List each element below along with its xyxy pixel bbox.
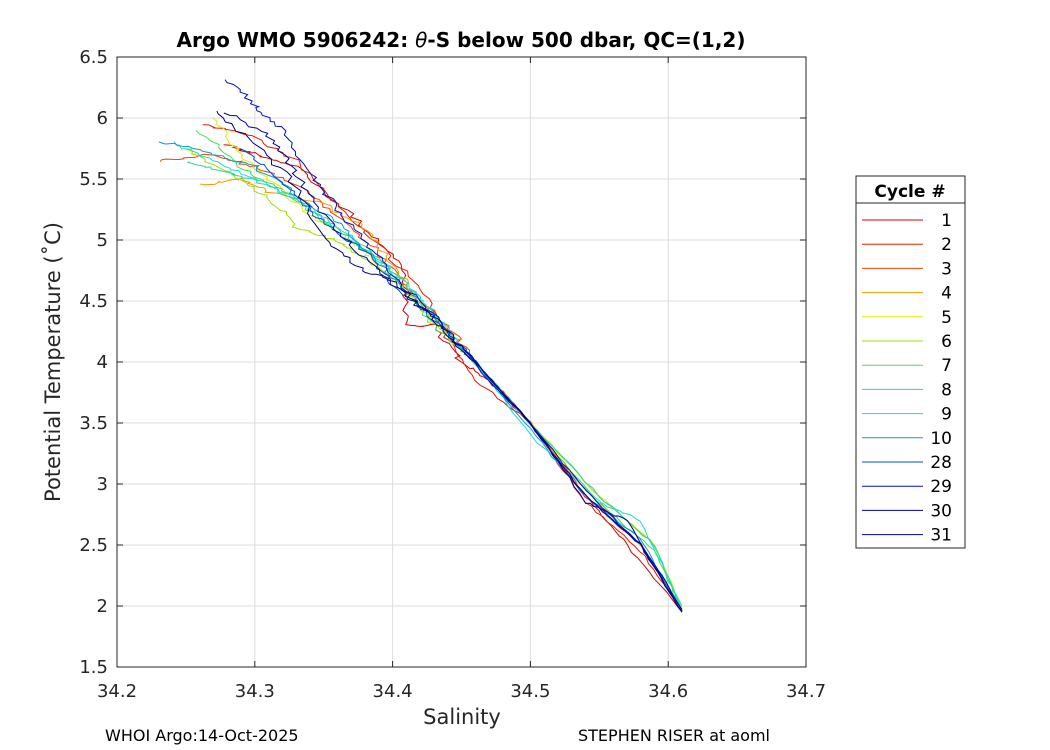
legend-label-cycle-1: 1: [941, 211, 952, 231]
y-tick-label: 6: [97, 108, 108, 129]
legend-label-cycle-31: 31: [930, 526, 952, 546]
legend-label-cycle-8: 8: [941, 380, 952, 400]
x-tick-label: 34.4: [373, 681, 413, 702]
legend-label-cycle-5: 5: [941, 308, 952, 328]
y-tick-label: 4: [97, 352, 108, 373]
legend-label-cycle-3: 3: [941, 259, 952, 279]
y-axis-label: Potential Temperature (˚C): [41, 222, 65, 502]
legend-label-cycle-30: 30: [930, 501, 952, 521]
footer-right: STEPHEN RISER at aoml: [578, 726, 770, 745]
legend-label-cycle-7: 7: [941, 356, 952, 376]
legend-label-cycle-29: 29: [930, 477, 952, 497]
title-theta-symbol: θ: [415, 28, 427, 52]
legend-label-cycle-28: 28: [930, 453, 952, 473]
x-tick-label: 34.6: [648, 681, 688, 702]
figure: 34.2 34.3 34.4 34.5 34.6 34.7 1.5 2 2.5 3 3.5 4 4.5…: [0, 0, 1050, 750]
title-part-2: -S below 500 dbar, QC=(1,2): [427, 28, 745, 52]
legend-label-cycle-9: 9: [941, 405, 952, 425]
y-tick-label: 5: [97, 230, 108, 251]
x-axis-label: Salinity: [423, 705, 501, 729]
y-tick-label: 2: [97, 596, 108, 617]
legend-title: Cycle #: [874, 182, 945, 202]
legend: Cycle # 1 2 3 4 5 6 7 8 9 10 28 29 30 31: [856, 176, 965, 548]
y-tick-label: 4.5: [79, 291, 108, 312]
y-tick-label: 3: [97, 474, 108, 495]
y-tick-label: 1.5: [79, 657, 108, 678]
y-tick-label: 6.5: [79, 47, 108, 68]
legend-label-cycle-10: 10: [930, 429, 952, 449]
legend-label-cycle-4: 4: [941, 284, 952, 304]
title-part-1: Argo WMO 5906242:: [177, 28, 416, 52]
legend-label-cycle-6: 6: [941, 332, 952, 352]
y-tick-label: 5.5: [79, 169, 108, 190]
x-tick-label: 34.7: [786, 681, 826, 702]
legend-label-cycle-2: 2: [941, 235, 952, 255]
y-tick-label: 2.5: [79, 535, 108, 556]
x-tick-label: 34.5: [510, 681, 550, 702]
footer-left: WHOI Argo:14-Oct-2025: [105, 726, 299, 745]
x-tick-label: 34.3: [235, 681, 275, 702]
y-tick-label: 3.5: [79, 413, 108, 434]
chart-title: Argo WMO 5906242: θ-S below 500 dbar, QC…: [177, 28, 746, 52]
x-tick-label: 34.2: [97, 681, 137, 702]
